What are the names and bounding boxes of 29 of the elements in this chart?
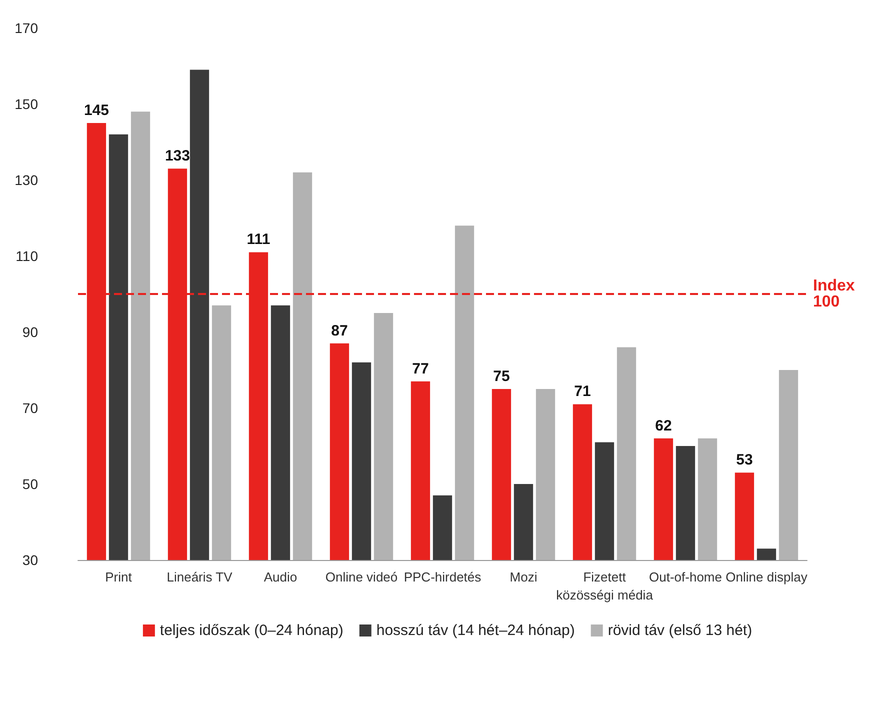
legend-label: hosszú táv (14 hét–24 hónap) (376, 622, 575, 639)
data-label: 62 (655, 417, 672, 434)
x-tick-label: Print (105, 570, 132, 584)
y-tick-label: 130 (14, 172, 38, 188)
legend-label: rövid táv (első 13 hét) (608, 622, 752, 639)
y-tick-label: 170 (14, 20, 38, 36)
data-label: 87 (331, 322, 348, 340)
x-tick-label: Audio (264, 570, 298, 584)
x-tick-label: PPC-hirdetés (404, 570, 482, 584)
data-label: 77 (412, 360, 429, 378)
ref-line-label: Index 100 (813, 278, 855, 310)
x-tick-label: Mozi (510, 570, 538, 584)
data-label: 111 (246, 231, 270, 248)
legend-label: teljes időszak (0–24 hónap) (160, 622, 344, 639)
data-label: 133 (164, 148, 190, 165)
y-tick-label: 110 (16, 248, 38, 264)
y-tick-label: 70 (22, 400, 38, 416)
y-tick-label: 150 (14, 96, 38, 112)
x-tick-label: Online videó (325, 570, 398, 584)
y-tick-label: 90 (22, 324, 38, 340)
data-label: 145 (84, 102, 109, 119)
data-label: 53 (736, 452, 753, 469)
data-label: 71 (574, 383, 591, 400)
y-tick-label: 30 (22, 552, 38, 568)
x-tick-label: Out-of-home (649, 570, 722, 584)
x-tick-label: Lineáris TV (166, 570, 233, 584)
data-label: 75 (493, 368, 510, 385)
y-tick-label: 50 (22, 476, 38, 492)
x-tick-label: Online display (726, 570, 808, 584)
